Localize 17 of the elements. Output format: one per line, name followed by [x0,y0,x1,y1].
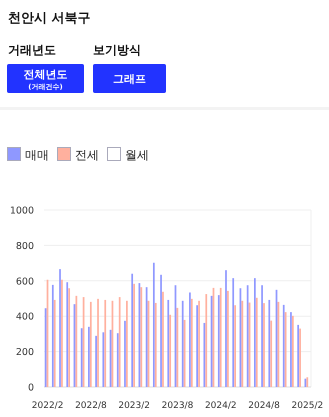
legend-label: 월세 [125,148,149,162]
chart-title: 천안시 서북구 [8,11,91,26]
y-tick-label: 600 [16,276,34,288]
x-tick-label: 2023/8 [162,401,194,411]
y-tick-label: 1000 [10,206,34,216]
x-tick-label: 2022/2 [32,401,64,411]
legend-label: 전세 [75,148,99,162]
x-tick-label: 2022/8 [75,401,108,411]
x-tick-label: 2024/8 [248,401,280,411]
x-tick-label: 2024/2 [204,401,237,411]
x-tick-label: 2023/2 [118,401,150,411]
y-tick-label: 200 [16,347,34,358]
x-tick-label: 2025/2 [292,401,324,411]
legend-label: 매매 [25,148,49,162]
y-tick-label: 400 [16,312,34,323]
y-tick-label: 800 [16,240,34,252]
y-tick-label: 0 [28,382,34,394]
